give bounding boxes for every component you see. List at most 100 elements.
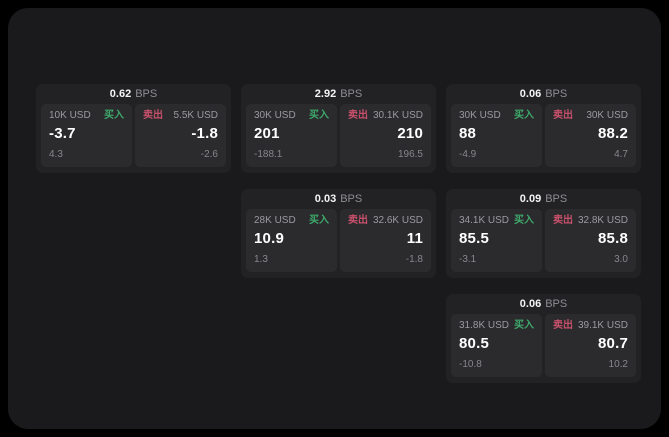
quote-card: 2.92 BPS 30K USD 买入 201 -188.1 卖出 30.1K …: [241, 84, 436, 173]
bps-unit-label: BPS: [135, 88, 158, 100]
buy-side-label: 买入: [309, 215, 329, 226]
buy-tile-top: 30K USD 买入: [459, 110, 534, 122]
buy-notional: 30K USD: [254, 110, 296, 121]
buy-delta: 4.3: [49, 149, 63, 160]
buy-tile-top: 34.1K USD 买入: [459, 215, 534, 227]
buy-tile-top: 31.8K USD 买入: [459, 320, 534, 332]
card-header: 0.06 BPS: [451, 294, 636, 314]
sell-price: 210: [397, 125, 423, 142]
bps-value: 0.09: [519, 193, 542, 205]
sell-price: 11: [406, 230, 423, 247]
quote-tiles: 30K USD 买入 88 -4.9 卖出 30K USD 88.2 4.7: [451, 104, 636, 167]
quote-grid: 0.62 BPS 10K USD 买入 -3.7 4.3 卖出 5.5K USD: [36, 84, 641, 383]
app-surface: 0.62 BPS 10K USD 买入 -3.7 4.3 卖出 5.5K USD: [8, 8, 661, 429]
buy-side-label: 买入: [514, 215, 534, 226]
buy-price: 10.9: [254, 230, 284, 247]
buy-tile[interactable]: 10K USD 买入 -3.7 4.3: [41, 104, 132, 167]
quote-tiles: 31.8K USD 买入 80.5 -10.8 卖出 39.1K USD 80.…: [451, 314, 636, 377]
buy-tile-top: 28K USD 买入: [254, 215, 329, 227]
quote-tiles: 30K USD 买入 201 -188.1 卖出 30.1K USD 210 1…: [246, 104, 431, 167]
buy-tile-top: 10K USD 买入: [49, 110, 124, 122]
sell-tile[interactable]: 卖出 32.6K USD 11 -1.8: [340, 209, 431, 272]
sell-notional: 5.5K USD: [173, 110, 218, 121]
card-header: 0.09 BPS: [451, 189, 636, 209]
quote-card: 0.06 BPS 30K USD 买入 88 -4.9 卖出 30K USD: [446, 84, 641, 173]
buy-price: -3.7: [49, 125, 76, 142]
sell-delta: 10.2: [608, 359, 628, 370]
sell-notional: 30.1K USD: [372, 110, 423, 121]
buy-price: 201: [254, 125, 280, 142]
sell-tile[interactable]: 卖出 32.8K USD 85.8 3.0: [545, 209, 636, 272]
sell-delta: -2.6: [200, 149, 218, 160]
bps-value: 2.92: [314, 88, 337, 100]
buy-tile[interactable]: 34.1K USD 买入 85.5 -3.1: [451, 209, 542, 272]
buy-delta: -4.9: [459, 149, 477, 160]
sell-price: 80.7: [598, 335, 628, 352]
quote-card: 0.62 BPS 10K USD 买入 -3.7 4.3 卖出 5.5K USD: [36, 84, 231, 173]
buy-notional: 31.8K USD: [459, 320, 510, 331]
card-header: 0.06 BPS: [451, 84, 636, 104]
sell-tile-top: 卖出 32.8K USD: [553, 215, 628, 227]
card-header: 2.92 BPS: [246, 84, 431, 104]
bps-unit-label: BPS: [545, 88, 568, 100]
buy-tile[interactable]: 31.8K USD 买入 80.5 -10.8: [451, 314, 542, 377]
sell-side-label: 卖出: [348, 215, 368, 226]
buy-side-label: 买入: [104, 110, 124, 121]
bps-value: 0.06: [519, 298, 542, 310]
sell-tile[interactable]: 卖出 5.5K USD -1.8 -2.6: [135, 104, 226, 167]
bps-value: 0.03: [314, 193, 337, 205]
sell-price: 85.8: [598, 230, 628, 247]
buy-price: 85.5: [459, 230, 489, 247]
sell-tile[interactable]: 卖出 30.1K USD 210 196.5: [340, 104, 431, 167]
bps-value: 0.62: [109, 88, 132, 100]
buy-delta: -10.8: [459, 359, 482, 370]
quote-tiles: 10K USD 买入 -3.7 4.3 卖出 5.5K USD -1.8 -2.…: [41, 104, 226, 167]
sell-tile[interactable]: 卖出 39.1K USD 80.7 10.2: [545, 314, 636, 377]
quote-card: 0.06 BPS 31.8K USD 买入 80.5 -10.8 卖出 39.1…: [446, 294, 641, 383]
buy-tile[interactable]: 28K USD 买入 10.9 1.3: [246, 209, 337, 272]
sell-tile-top: 卖出 32.6K USD: [348, 215, 423, 227]
sell-tile-top: 卖出 30K USD: [553, 110, 628, 122]
quote-card: 0.09 BPS 34.1K USD 买入 85.5 -3.1 卖出 32.8K…: [446, 189, 641, 278]
quote-tiles: 34.1K USD 买入 85.5 -3.1 卖出 32.8K USD 85.8…: [451, 209, 636, 272]
buy-tile-top: 30K USD 买入: [254, 110, 329, 122]
sell-notional: 30K USD: [586, 110, 628, 121]
sell-delta: 196.5: [397, 149, 423, 160]
buy-delta: -3.1: [459, 254, 477, 265]
buy-notional: 30K USD: [459, 110, 501, 121]
buy-tile[interactable]: 30K USD 买入 88 -4.9: [451, 104, 542, 167]
buy-price: 88: [459, 125, 477, 142]
bps-value: 0.06: [519, 88, 542, 100]
quote-card: 0.03 BPS 28K USD 买入 10.9 1.3 卖出 32.6K US…: [241, 189, 436, 278]
sell-tile-top: 卖出 5.5K USD: [143, 110, 218, 122]
sell-notional: 32.8K USD: [577, 215, 628, 226]
sell-side-label: 卖出: [553, 110, 573, 121]
sell-tile[interactable]: 卖出 30K USD 88.2 4.7: [545, 104, 636, 167]
bps-unit-label: BPS: [340, 193, 363, 205]
sell-delta: -1.8: [405, 254, 423, 265]
buy-notional: 28K USD: [254, 215, 296, 226]
buy-notional: 10K USD: [49, 110, 91, 121]
sell-side-label: 卖出: [348, 110, 368, 121]
sell-price: -1.8: [191, 125, 218, 142]
sell-tile-top: 卖出 39.1K USD: [553, 320, 628, 332]
sell-tile-top: 卖出 30.1K USD: [348, 110, 423, 122]
buy-notional: 34.1K USD: [459, 215, 510, 226]
sell-notional: 39.1K USD: [577, 320, 628, 331]
buy-delta: -188.1: [254, 149, 283, 160]
buy-tile[interactable]: 30K USD 买入 201 -188.1: [246, 104, 337, 167]
sell-side-label: 卖出: [553, 320, 573, 331]
bps-unit-label: BPS: [545, 193, 568, 205]
sell-delta: 3.0: [614, 254, 628, 265]
bps-unit-label: BPS: [340, 88, 363, 100]
card-header: 0.62 BPS: [41, 84, 226, 104]
bps-unit-label: BPS: [545, 298, 568, 310]
quote-tiles: 28K USD 买入 10.9 1.3 卖出 32.6K USD 11 -1.8: [246, 209, 431, 272]
buy-delta: 1.3: [254, 254, 268, 265]
buy-side-label: 买入: [514, 110, 534, 121]
sell-side-label: 卖出: [143, 110, 163, 121]
buy-side-label: 买入: [309, 110, 329, 121]
card-header: 0.03 BPS: [246, 189, 431, 209]
buy-side-label: 买入: [514, 320, 534, 331]
sell-notional: 32.6K USD: [372, 215, 423, 226]
